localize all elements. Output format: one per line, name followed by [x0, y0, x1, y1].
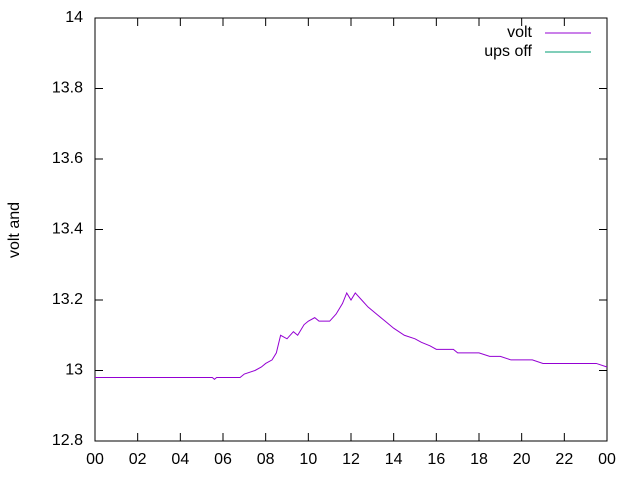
y-tick-label: 12.8 — [52, 432, 83, 449]
x-tick-label: 00 — [598, 451, 616, 468]
x-tick-label: 22 — [555, 451, 573, 468]
x-tick-label: 20 — [513, 451, 531, 468]
legend-label: ups off — [484, 43, 532, 60]
x-tick-label: 00 — [86, 451, 104, 468]
x-tick-label: 10 — [299, 451, 317, 468]
x-tick-label: 16 — [427, 451, 445, 468]
x-tick-label: 14 — [385, 451, 403, 468]
series-line — [95, 291, 608, 380]
y-tick-label: 13.6 — [52, 150, 83, 167]
y-tick-label: 14 — [65, 9, 83, 26]
y-tick-label: 13.8 — [52, 80, 83, 97]
y-tick-label: 13.2 — [52, 291, 83, 308]
x-tick-label: 04 — [171, 451, 189, 468]
y-axis-label: volt and — [6, 202, 23, 258]
y-tick-label: 13 — [65, 362, 83, 379]
y-tick-label: 13.4 — [52, 221, 83, 238]
x-tick-label: 18 — [470, 451, 488, 468]
x-tick-label: 06 — [214, 451, 232, 468]
x-tick-label: 12 — [342, 451, 360, 468]
legend-label: volt — [507, 24, 532, 41]
x-tick-label: 02 — [129, 451, 147, 468]
x-tick-label: 08 — [257, 451, 275, 468]
